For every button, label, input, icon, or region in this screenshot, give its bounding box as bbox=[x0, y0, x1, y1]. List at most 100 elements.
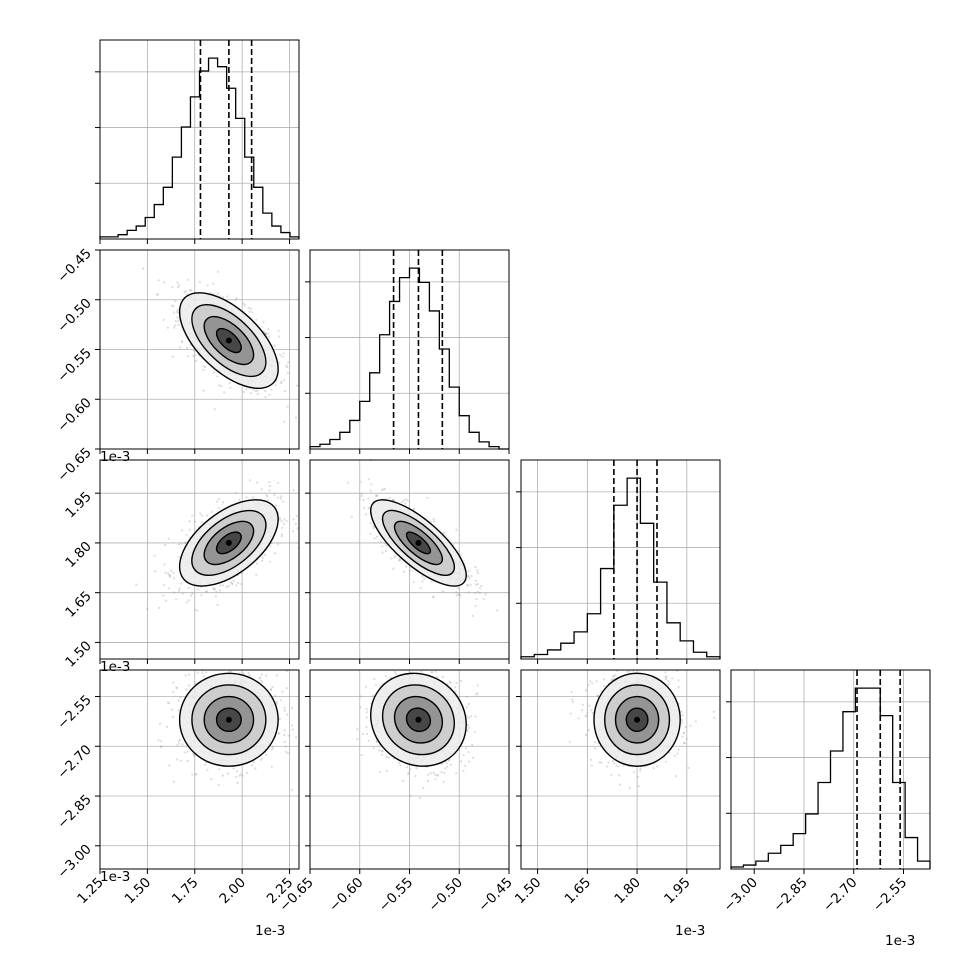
sample-point bbox=[185, 601, 189, 604]
sample-point bbox=[167, 587, 170, 590]
sample-point bbox=[202, 389, 205, 392]
sample-point bbox=[181, 592, 185, 595]
sample-point bbox=[176, 744, 179, 747]
sample-point bbox=[588, 704, 591, 707]
sample-point bbox=[248, 674, 251, 677]
sample-point bbox=[261, 556, 264, 559]
sample-point bbox=[176, 310, 179, 313]
sample-point bbox=[665, 675, 668, 678]
sample-point bbox=[281, 690, 284, 694]
sample-point bbox=[465, 706, 468, 709]
sample-point bbox=[467, 760, 470, 763]
sample-point bbox=[265, 494, 268, 497]
sample-point bbox=[359, 706, 362, 709]
sample-point bbox=[162, 318, 165, 321]
sample-point bbox=[263, 553, 267, 557]
sample-point bbox=[177, 323, 180, 327]
sample-point bbox=[273, 493, 276, 496]
sample-point bbox=[196, 609, 199, 612]
sample-point bbox=[172, 690, 175, 694]
sample-point bbox=[176, 758, 179, 761]
sample-point bbox=[163, 281, 166, 284]
sample-point bbox=[242, 390, 245, 394]
sample-point bbox=[474, 715, 477, 718]
sample-point bbox=[159, 740, 162, 743]
sample-point bbox=[189, 343, 192, 346]
sample-point bbox=[441, 675, 444, 679]
tick-label-y: −0.55 bbox=[54, 345, 95, 386]
sample-point bbox=[176, 316, 179, 319]
sample-point bbox=[231, 582, 234, 585]
sample-point bbox=[381, 545, 384, 548]
sample-point bbox=[180, 582, 183, 585]
sample-point bbox=[287, 734, 290, 737]
median-point bbox=[415, 716, 422, 723]
sample-point bbox=[474, 583, 478, 586]
tick-label-y: 1.95 bbox=[62, 489, 95, 522]
sample-point bbox=[205, 671, 208, 674]
sample-point bbox=[434, 778, 437, 781]
sample-point bbox=[475, 598, 478, 601]
sample-point bbox=[188, 520, 191, 523]
sample-point bbox=[273, 344, 276, 347]
sample-point bbox=[218, 768, 221, 771]
sample-point bbox=[248, 310, 251, 313]
sample-point bbox=[283, 709, 286, 712]
sample-point bbox=[283, 518, 286, 521]
sample-point bbox=[194, 773, 197, 776]
sample-point bbox=[187, 684, 190, 687]
sample-point bbox=[188, 528, 191, 531]
contour-0 bbox=[178, 499, 279, 587]
sample-point bbox=[135, 583, 138, 586]
sample-point bbox=[156, 293, 159, 296]
sample-point bbox=[270, 388, 273, 391]
sample-point bbox=[430, 671, 433, 674]
sample-point bbox=[455, 772, 458, 775]
sample-point bbox=[468, 577, 471, 580]
sample-point bbox=[172, 311, 175, 314]
sample-point bbox=[278, 516, 281, 520]
sample-point bbox=[467, 575, 470, 578]
sample-point bbox=[270, 765, 273, 769]
sample-point bbox=[193, 349, 196, 352]
sample-point bbox=[278, 335, 281, 338]
sample-point bbox=[202, 675, 205, 678]
sample-point bbox=[175, 598, 178, 601]
sample-point bbox=[171, 286, 174, 289]
sample-point bbox=[365, 726, 368, 729]
tick-label-y: −0.45 bbox=[54, 246, 95, 287]
sample-point bbox=[474, 565, 477, 569]
sample-point bbox=[176, 281, 179, 284]
sample-point bbox=[639, 767, 642, 770]
sample-point bbox=[296, 527, 299, 530]
sample-point bbox=[656, 765, 659, 768]
sample-point bbox=[228, 382, 231, 385]
sample-point bbox=[474, 579, 477, 582]
sample-point bbox=[189, 289, 192, 292]
sample-point bbox=[369, 532, 372, 536]
tick-label-y: 1.80 bbox=[62, 538, 95, 571]
sample-point bbox=[294, 416, 298, 419]
sample-point bbox=[220, 385, 223, 388]
sample-point bbox=[217, 506, 220, 510]
sample-point bbox=[193, 520, 196, 523]
sample-point bbox=[236, 781, 239, 784]
sample-point bbox=[158, 606, 161, 610]
sample-point bbox=[459, 679, 462, 683]
sample-point bbox=[279, 518, 282, 521]
sample-point bbox=[181, 542, 184, 545]
sample-point bbox=[256, 481, 259, 484]
sample-point bbox=[281, 526, 284, 529]
sample-point bbox=[279, 699, 282, 702]
sample-point bbox=[279, 497, 282, 500]
sample-point bbox=[460, 760, 463, 763]
sample-point bbox=[242, 302, 245, 305]
sample-point bbox=[269, 544, 272, 548]
sample-point bbox=[245, 496, 248, 499]
sample-point bbox=[186, 750, 189, 753]
sample-point bbox=[260, 679, 263, 682]
sample-point bbox=[619, 783, 622, 786]
sample-point bbox=[274, 694, 277, 697]
contour-2 bbox=[203, 520, 255, 566]
